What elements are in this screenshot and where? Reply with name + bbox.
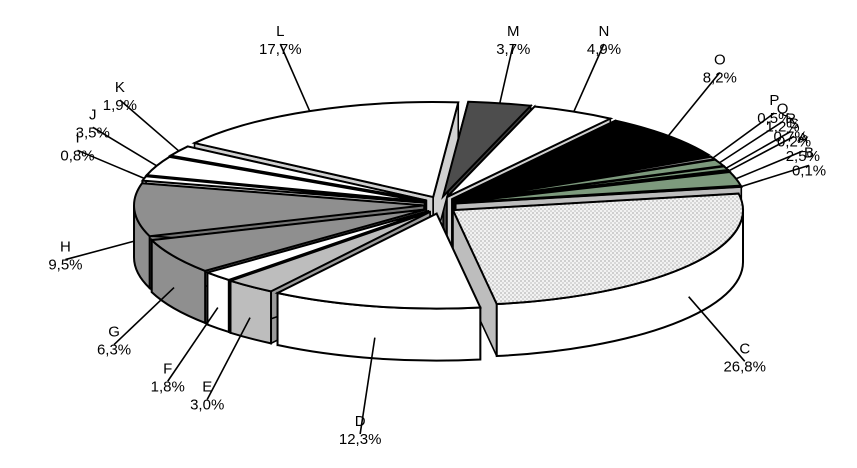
category-label-f: F bbox=[163, 360, 172, 377]
leader-line-d bbox=[359, 337, 376, 435]
leader-line-r bbox=[725, 130, 792, 169]
data-label-a: 2,5% bbox=[786, 148, 820, 165]
data-label-c: 26,8% bbox=[723, 358, 766, 375]
data-label-r: 0,7% bbox=[774, 129, 808, 146]
category-label-b: B bbox=[804, 144, 814, 161]
slice-g bbox=[149, 208, 427, 272]
category-label-g: G bbox=[108, 324, 120, 341]
category-label-o: O bbox=[714, 52, 726, 69]
category-label-r: R bbox=[785, 111, 796, 128]
category-label-a: A bbox=[798, 130, 808, 147]
data-label-b: 0,1% bbox=[792, 162, 826, 179]
slice-c bbox=[451, 192, 744, 306]
category-label-m: M bbox=[507, 23, 520, 40]
slice-o bbox=[451, 119, 712, 201]
category-label-j: J bbox=[89, 106, 97, 123]
slice-f bbox=[204, 210, 429, 282]
category-label-c: C bbox=[739, 340, 750, 357]
category-label-d: D bbox=[355, 413, 366, 430]
data-label-s: 0,2% bbox=[777, 133, 811, 150]
category-label-h: H bbox=[60, 239, 71, 256]
data-label-p: 0,5% bbox=[757, 110, 791, 127]
data-label-h: 9,5% bbox=[48, 257, 82, 274]
category-label-q: Q bbox=[777, 101, 789, 118]
leader-line-k bbox=[119, 99, 180, 152]
slice-l bbox=[191, 101, 460, 199]
leader-lines bbox=[65, 43, 810, 435]
leader-line-i bbox=[77, 149, 145, 180]
data-label-j: 3,5% bbox=[76, 124, 110, 141]
data-label-i: 0,8% bbox=[60, 147, 94, 164]
leader-line-a bbox=[735, 150, 804, 180]
slice-k bbox=[167, 145, 427, 202]
slice-h bbox=[133, 182, 425, 238]
leader-line-p bbox=[712, 112, 775, 159]
slice-f-side bbox=[206, 271, 230, 334]
category-label-k: K bbox=[115, 79, 125, 96]
leader-line-h bbox=[65, 240, 135, 261]
leader-line-l bbox=[279, 43, 311, 112]
leader-line-o bbox=[667, 72, 721, 137]
data-label-q: 1,2% bbox=[765, 119, 799, 136]
data-label-o: 8,2% bbox=[703, 70, 737, 87]
slice-d bbox=[274, 212, 482, 310]
leader-line-g bbox=[113, 286, 175, 346]
data-label-k: 1,9% bbox=[103, 97, 137, 114]
data-label-n: 4,9% bbox=[587, 41, 621, 58]
leader-line-b bbox=[740, 164, 810, 188]
leader-line-f bbox=[167, 307, 219, 382]
leader-line-m bbox=[499, 43, 515, 104]
leader-line-s bbox=[728, 135, 795, 172]
category-label-e: E bbox=[202, 379, 212, 396]
slice-m bbox=[441, 100, 533, 200]
data-label-e: 3,0% bbox=[190, 397, 224, 414]
leader-line-j bbox=[92, 126, 158, 167]
data-label-g: 6,3% bbox=[97, 342, 131, 359]
leader-line-c bbox=[688, 296, 746, 362]
data-label-d: 12,3% bbox=[339, 431, 382, 448]
category-label-s: S bbox=[789, 115, 799, 132]
category-label-p: P bbox=[769, 92, 779, 109]
slice-j bbox=[144, 155, 426, 203]
data-labels: A2,5%B0,1% C26,8% D12,3% E3,0% F1,8% G6,3% H9,… bbox=[48, 23, 826, 448]
data-label-m: 3,7% bbox=[496, 41, 530, 58]
data-label-f: 1,8% bbox=[151, 378, 185, 395]
category-label-l: L bbox=[276, 23, 284, 40]
leader-line-e bbox=[206, 317, 251, 400]
category-label-n: N bbox=[599, 23, 610, 40]
leader-line-n bbox=[573, 43, 605, 112]
leader-line-q bbox=[719, 121, 783, 164]
data-label-l: 17,7% bbox=[259, 41, 302, 58]
category-label-i: I bbox=[75, 129, 79, 146]
slice-e bbox=[227, 210, 431, 293]
